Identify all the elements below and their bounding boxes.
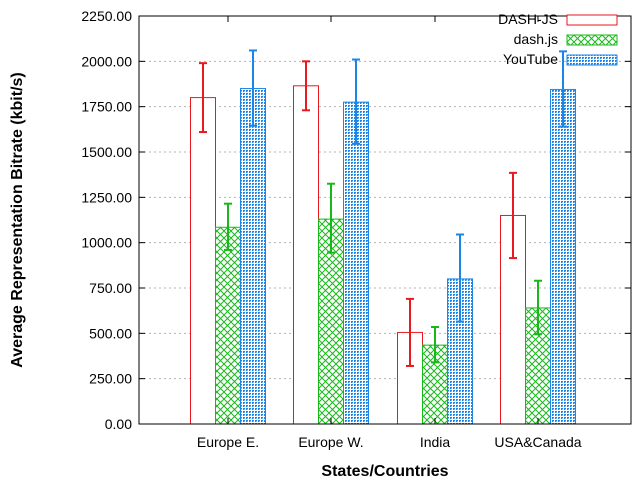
plot-frame — [138, 15, 632, 425]
bar-youtube — [240, 88, 266, 425]
x-tick-label: Europe E. — [197, 434, 259, 450]
legend: DASH-JS dash.js YouTube — [498, 11, 618, 67]
y-tick-label: 2000.00 — [81, 53, 132, 69]
bar-dash-js — [293, 85, 319, 425]
y-tick-label: 750.00 — [89, 280, 132, 296]
legend-label: dash.js — [514, 31, 558, 47]
legend-swatch — [566, 54, 618, 66]
x-tick-label: India — [420, 434, 451, 450]
y-tick-label: 250.00 — [89, 371, 132, 387]
y-tick-label: 1000.00 — [81, 235, 132, 251]
y-tick-label: 2250.00 — [81, 8, 132, 24]
x-axis-label: States/Countries — [321, 463, 448, 480]
y-tick-label: 1750.00 — [81, 99, 132, 115]
legend-label: YouTube — [503, 51, 558, 67]
legend-swatch — [566, 34, 618, 46]
legend-swatch — [566, 14, 618, 26]
y-tick-label: 500.00 — [89, 325, 132, 341]
x-tick-label: Europe W. — [298, 434, 363, 450]
bar-dash-js — [190, 97, 216, 425]
y-tick-label: 0.00 — [105, 416, 132, 432]
y-axis-label: Average Representation Bitrate (kbit/s) — [9, 72, 26, 367]
x-tick-label: USA&Canada — [494, 434, 581, 450]
bar-youtube — [343, 101, 369, 425]
legend-label: DASH-JS — [498, 11, 558, 27]
error-bars-layer — [199, 49, 567, 367]
y-tick-label: 1500.00 — [81, 144, 132, 160]
bars-layer — [190, 85, 576, 425]
bar-youtube — [550, 88, 576, 425]
axis-layer: 0.00 250.00 500.00 750.00 1000.00 1250.00 1500… — [81, 8, 631, 450]
y-tick-label: 1250.00 — [81, 189, 132, 205]
bar-dash-js — [215, 226, 241, 425]
